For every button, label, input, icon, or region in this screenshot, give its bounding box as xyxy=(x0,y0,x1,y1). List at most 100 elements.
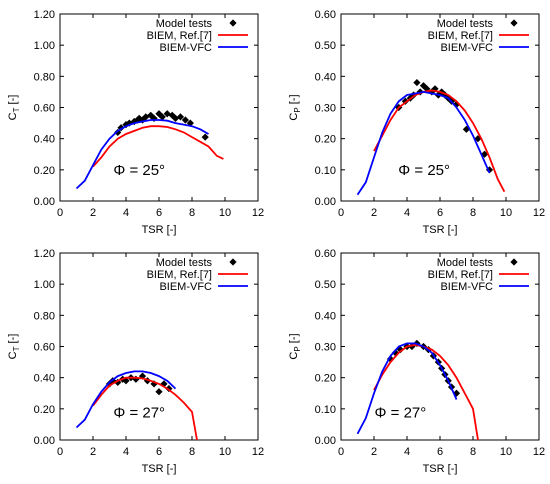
data-point xyxy=(410,91,418,99)
legend-label: Model tests xyxy=(156,257,213,269)
y-tick-label: 0.60 xyxy=(34,342,55,354)
data-point xyxy=(114,128,122,137)
series-biem-ref-7 xyxy=(373,343,479,441)
y-tick-label: 0.40 xyxy=(315,71,336,83)
series-line xyxy=(373,89,506,193)
legend-label: BIEM-VFC xyxy=(159,42,212,54)
y-axis-label: CP [-] xyxy=(288,333,302,359)
x-axis-label: TSR [-] xyxy=(423,463,458,475)
chart-panel-4: 0 2 4 6 8 10 12 0.00 0.10 0.20 0.30 0.40 0.50 0.60 TSR… xyxy=(288,248,545,475)
y-tick-label: 0.30 xyxy=(315,103,336,115)
x-tick-label: 10 xyxy=(500,446,512,458)
legend-label: BIEM-VFC xyxy=(159,281,212,293)
series-line xyxy=(75,119,209,190)
data-point xyxy=(413,78,421,87)
y-tick-label: 0.00 xyxy=(315,196,336,208)
series-line xyxy=(373,343,479,441)
series-biem-ref-7 xyxy=(373,89,506,193)
legend-label: BIEM, Ref.[7] xyxy=(428,269,493,281)
legend-label: Model tests xyxy=(437,18,494,30)
series-biem-vfc xyxy=(75,370,177,429)
legend-swatch xyxy=(510,258,518,266)
x-tick-label: 10 xyxy=(500,207,512,219)
legend-label: BIEM-VFC xyxy=(440,42,493,54)
y-tick-label: 1.00 xyxy=(34,279,55,291)
x-tick-label: 8 xyxy=(189,207,195,219)
data-point xyxy=(401,97,409,105)
x-tick-label: 2 xyxy=(371,207,377,219)
data-point xyxy=(150,380,158,388)
y-tick-label: 0.60 xyxy=(34,103,55,115)
angle-annotation: Φ = 27° xyxy=(113,405,165,422)
legend-label: BIEM, Ref.[7] xyxy=(147,269,212,281)
series-line xyxy=(356,90,491,196)
y-tick-label: 0.00 xyxy=(315,435,336,447)
y-tick-label: 0.20 xyxy=(34,165,55,177)
series-line xyxy=(75,370,177,429)
y-tick-label: 0.10 xyxy=(315,404,336,416)
y-tick-label: 0.60 xyxy=(315,248,336,260)
y-tick-label: 0.00 xyxy=(34,196,55,208)
angle-annotation: Φ = 25° xyxy=(398,162,450,179)
x-tick-label: 12 xyxy=(533,207,545,219)
x-tick-label: 4 xyxy=(404,207,410,219)
y-axis-label: CT [-] xyxy=(7,95,21,121)
data-point xyxy=(176,113,185,121)
chart-panel-2: 0 2 4 6 8 10 12 0.00 0.10 0.20 0.30 0.40 0.50 0.60 TSR… xyxy=(288,9,545,236)
data-point xyxy=(396,346,404,354)
data-point xyxy=(201,133,209,141)
series-line xyxy=(92,125,224,168)
y-tick-label: 0.60 xyxy=(315,9,336,21)
series-biem-ref-7 xyxy=(92,376,198,441)
legend-swatch xyxy=(229,19,237,27)
legend-swatch xyxy=(229,258,237,266)
x-tick-label: 6 xyxy=(437,446,443,458)
data-point xyxy=(423,85,431,93)
y-tick-label: 0.20 xyxy=(315,373,336,385)
x-tick-label: 4 xyxy=(404,446,410,458)
y-tick-label: 1.00 xyxy=(34,40,55,52)
y-tick-label: 0.10 xyxy=(315,165,336,177)
x-tick-label: 12 xyxy=(533,446,545,458)
series-line xyxy=(356,342,458,435)
x-tick-label: 6 xyxy=(437,207,443,219)
x-tick-label: 10 xyxy=(219,446,231,458)
x-tick-label: 8 xyxy=(189,446,195,458)
x-tick-label: 6 xyxy=(156,446,162,458)
chart-panel-3: 0 2 4 6 8 10 12 0.00 0.20 0.40 0.60 0.80 1.00 1.20 TSR… xyxy=(7,248,264,475)
x-tick-label: 2 xyxy=(371,446,377,458)
x-tick-label: 0 xyxy=(57,446,63,458)
y-tick-label: 0.20 xyxy=(315,134,336,146)
x-tick-label: 2 xyxy=(90,207,96,219)
chart-panel-1: 0 2 4 6 8 10 12 0.00 0.20 0.40 0.60 0.80 1.00 1.20 TSR… xyxy=(7,9,264,236)
x-tick-label: 4 xyxy=(123,207,129,219)
y-tick-label: 0.00 xyxy=(34,435,55,447)
x-tick-label: 10 xyxy=(219,207,231,219)
data-point xyxy=(158,113,166,121)
x-tick-label: 4 xyxy=(123,446,129,458)
series-biem-ref-7 xyxy=(92,125,224,168)
data-point xyxy=(160,380,168,388)
y-axis-label: CP [-] xyxy=(288,94,302,120)
x-tick-label: 0 xyxy=(338,446,344,458)
data-point xyxy=(132,375,140,383)
series-biem-vfc xyxy=(356,342,458,435)
data-point xyxy=(462,125,470,133)
x-tick-label: 6 xyxy=(156,207,162,219)
y-tick-label: 0.40 xyxy=(34,134,55,146)
y-tick-label: 0.20 xyxy=(34,404,55,416)
x-axis-label: TSR [-] xyxy=(423,224,458,236)
legend-label: BIEM, Ref.[7] xyxy=(147,30,212,42)
legend-label: BIEM, Ref.[7] xyxy=(428,30,493,42)
legend-label: BIEM-VFC xyxy=(440,281,493,293)
y-tick-label: 0.30 xyxy=(315,342,336,354)
data-point xyxy=(105,380,114,388)
x-tick-label: 0 xyxy=(338,207,344,219)
legend-label: Model tests xyxy=(437,257,494,269)
y-tick-label: 0.80 xyxy=(34,310,55,322)
x-axis-label: TSR [-] xyxy=(142,463,177,475)
y-axis-label: CT [-] xyxy=(7,334,21,360)
y-tick-label: 0.40 xyxy=(315,310,336,322)
